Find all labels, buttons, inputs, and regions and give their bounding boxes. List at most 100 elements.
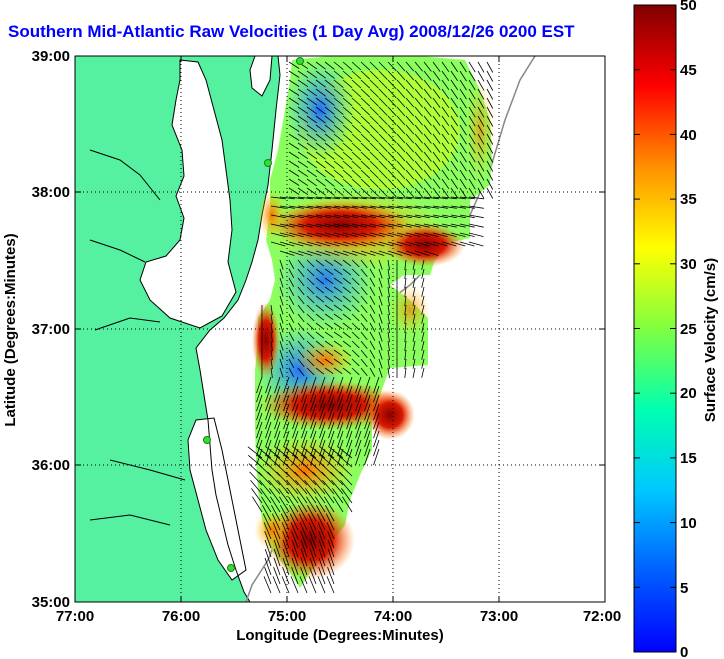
- vector-arrow: [333, 295, 343, 303]
- vector-arrow: [315, 367, 325, 375]
- vector-arrow: [468, 214, 484, 219]
- vector-arrow: [265, 403, 272, 421]
- vector-arrow: [450, 70, 459, 82]
- vector-arrow: [369, 151, 379, 161]
- vector-arrow: [257, 463, 272, 477]
- vector-arrow: [288, 205, 304, 209]
- vector-arrow: [369, 70, 379, 80]
- vector-arrow: [287, 488, 299, 504]
- vector-arrow: [423, 151, 432, 162]
- vector-arrow: [387, 313, 390, 324]
- vector-arrow: [387, 304, 390, 315]
- vector-arrow: [342, 106, 353, 116]
- vector-arrow: [272, 576, 281, 594]
- vector-arrow: [414, 223, 430, 228]
- vector-arrow: [387, 133, 397, 144]
- vector-arrow: [324, 142, 335, 151]
- vector-arrow: [432, 88, 441, 99]
- vector-arrow: [351, 151, 362, 161]
- vector-arrow: [421, 295, 425, 306]
- vector-arrow: [450, 205, 466, 209]
- vector-arrow: [396, 223, 412, 228]
- vector-arrow: [333, 97, 344, 106]
- vector-arrow: [306, 97, 318, 106]
- vector-arrow: [373, 421, 380, 439]
- vector-arrow: [315, 61, 326, 70]
- vector-arrow: [328, 394, 335, 412]
- vector-arrow: [459, 160, 467, 172]
- vector-arrow: [378, 115, 388, 125]
- vector-arrow: [450, 187, 459, 199]
- vector-arrow: [297, 268, 305, 278]
- vector-arrow: [450, 169, 459, 181]
- vector-arrow: [306, 115, 318, 124]
- vector-arrow: [396, 133, 406, 144]
- vector-arrow: [338, 463, 353, 477]
- vector-arrow: [432, 169, 441, 180]
- vector-arrow: [251, 488, 263, 504]
- vector-arrow: [378, 214, 394, 219]
- vector-arrow: [288, 349, 295, 359]
- vector-arrow: [441, 124, 450, 136]
- vector-arrow: [297, 286, 305, 296]
- vector-arrow: [316, 513, 326, 531]
- vector-arrow: [342, 358, 352, 366]
- vector-arrow: [291, 557, 299, 576]
- vector-arrow: [369, 322, 376, 332]
- vector-arrow: [360, 358, 368, 368]
- vector-arrow: [342, 259, 352, 267]
- vector-arrow: [468, 232, 484, 237]
- vector-arrow: [308, 522, 317, 540]
- vector-arrow: [351, 223, 367, 228]
- vector-arrow: [288, 106, 300, 114]
- vector-arrow: [378, 349, 383, 360]
- vector-arrow: [404, 367, 407, 378]
- vector-arrow: [423, 205, 439, 209]
- vector-arrow: [351, 259, 360, 268]
- vector-arrow: [306, 88, 318, 97]
- vector-arrow: [248, 463, 263, 477]
- vector-arrow: [315, 349, 325, 357]
- vector-arrow: [319, 412, 326, 430]
- vector-arrow: [468, 70, 476, 82]
- vector-arrow: [351, 196, 367, 200]
- vector-arrow: [333, 268, 343, 276]
- colorbar-tick-label: 35: [680, 191, 697, 208]
- vector-arrow: [337, 430, 344, 448]
- vector-arrow: [306, 358, 315, 367]
- vector-arrow: [432, 205, 448, 209]
- vector-arrow: [318, 530, 326, 549]
- vector-arrow: [405, 133, 415, 144]
- vector-arrow: [297, 259, 305, 269]
- vector-arrow: [270, 304, 273, 315]
- vector-arrow: [284, 463, 299, 477]
- vector-arrow: [387, 151, 397, 162]
- vector-arrow: [315, 304, 325, 312]
- vector-arrow: [300, 548, 308, 567]
- vector-arrow: [412, 367, 416, 378]
- vector-arrow: [486, 160, 494, 172]
- vector-arrow: [324, 187, 335, 196]
- vector-arrow: [355, 421, 362, 439]
- vector-arrow: [306, 196, 322, 200]
- vector-arrow: [292, 421, 299, 439]
- vector-arrow: [378, 286, 383, 297]
- vector-arrow: [273, 567, 281, 585]
- vector-arrow: [279, 205, 295, 209]
- vector-arrow: [459, 106, 467, 118]
- vector-arrow: [369, 304, 376, 314]
- vector-arrow: [306, 151, 318, 160]
- vector-arrow: [405, 160, 415, 171]
- vector-arrow: [355, 385, 362, 403]
- vector-arrow: [360, 277, 368, 287]
- vector-arrow: [414, 232, 430, 237]
- vector-arrow: [270, 349, 273, 360]
- vector-arrow: [450, 151, 459, 163]
- y-tick-label: 39:00: [32, 48, 70, 65]
- vector-arrow: [405, 187, 415, 198]
- vector-arrow: [477, 70, 485, 82]
- vector-arrow: [421, 259, 425, 270]
- vector-arrow: [324, 277, 334, 285]
- vector-arrow: [405, 196, 421, 200]
- vector-arrow: [387, 232, 403, 237]
